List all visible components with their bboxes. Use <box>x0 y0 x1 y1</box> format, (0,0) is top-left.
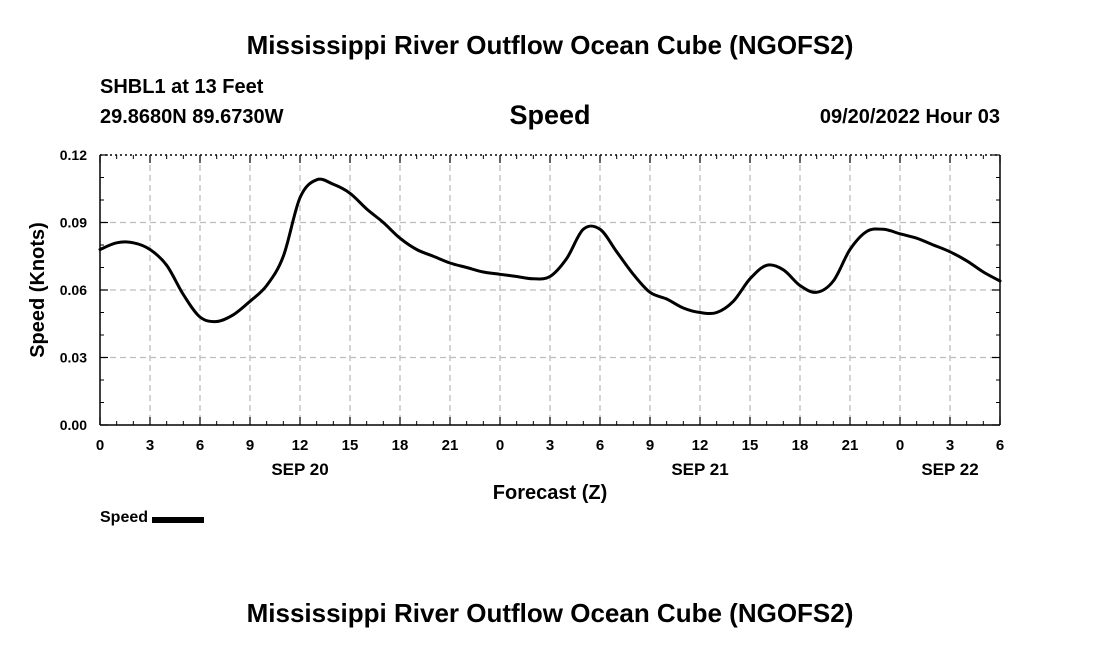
tick-labels: 0 3 6 9 12 15 18 21 0 3 6 9 12 15 18 21 0 3 6 0.00 0.03 0.06 0… <box>60 147 1004 479</box>
x-axis-label: Forecast (Z) <box>492 482 608 504</box>
y-axis-label: Speed (Knots) <box>27 222 49 358</box>
x-tick-label: 15 <box>742 437 759 454</box>
x-tick-label: 6 <box>596 437 604 454</box>
x-tick-label: 9 <box>246 437 254 454</box>
x-tick-label: 21 <box>442 437 459 454</box>
x-tick-label: 0 <box>496 437 504 454</box>
speed-series-line <box>98 177 1002 324</box>
footer-title: Mississippi River Outflow Ocean Cube (NG… <box>246 598 854 628</box>
forecast-datetime: 09/20/2022 Hour 03 <box>819 106 1000 128</box>
legend: Speed <box>100 509 205 527</box>
x-tick-label: 21 <box>842 437 859 454</box>
x-tick-label: 12 <box>692 437 709 454</box>
y-tick-label: 0.06 <box>60 282 87 298</box>
date-label: SEP 22 <box>921 460 978 479</box>
y-tick-label: 0.00 <box>60 417 87 433</box>
y-tick-label: 0.03 <box>60 350 87 366</box>
x-tick-label: 12 <box>292 437 309 454</box>
axes <box>99 154 1001 426</box>
legend-swatch <box>152 516 205 523</box>
y-tick-label: 0.12 <box>60 147 87 163</box>
y-tick-label: 0.09 <box>60 215 87 231</box>
x-tick-label: 18 <box>392 437 409 454</box>
x-tick-label: 6 <box>196 437 204 454</box>
x-tick-label: 3 <box>546 437 554 454</box>
x-tick-label: 3 <box>946 437 954 454</box>
x-tick-label: 18 <box>792 437 809 454</box>
legend-label: Speed <box>100 509 149 526</box>
variable-title: Speed <box>509 100 591 130</box>
date-label: SEP 21 <box>671 460 728 479</box>
x-tick-label: 0 <box>896 437 904 454</box>
x-tick-label: 0 <box>96 437 104 454</box>
x-tick-label: 9 <box>646 437 654 454</box>
chart-title: Mississippi River Outflow Ocean Cube (NG… <box>246 30 854 60</box>
x-tick-label: 6 <box>996 437 1004 454</box>
x-tick-label: 15 <box>342 437 359 454</box>
station-coordinates: 29.8680N 89.6730W <box>100 106 284 128</box>
station-label: SHBL1 at 13 Feet <box>100 76 264 98</box>
grid-lines <box>100 155 1000 425</box>
series-layer <box>98 177 1002 324</box>
date-label: SEP 20 <box>271 460 328 479</box>
x-tick-label: 3 <box>146 437 154 454</box>
